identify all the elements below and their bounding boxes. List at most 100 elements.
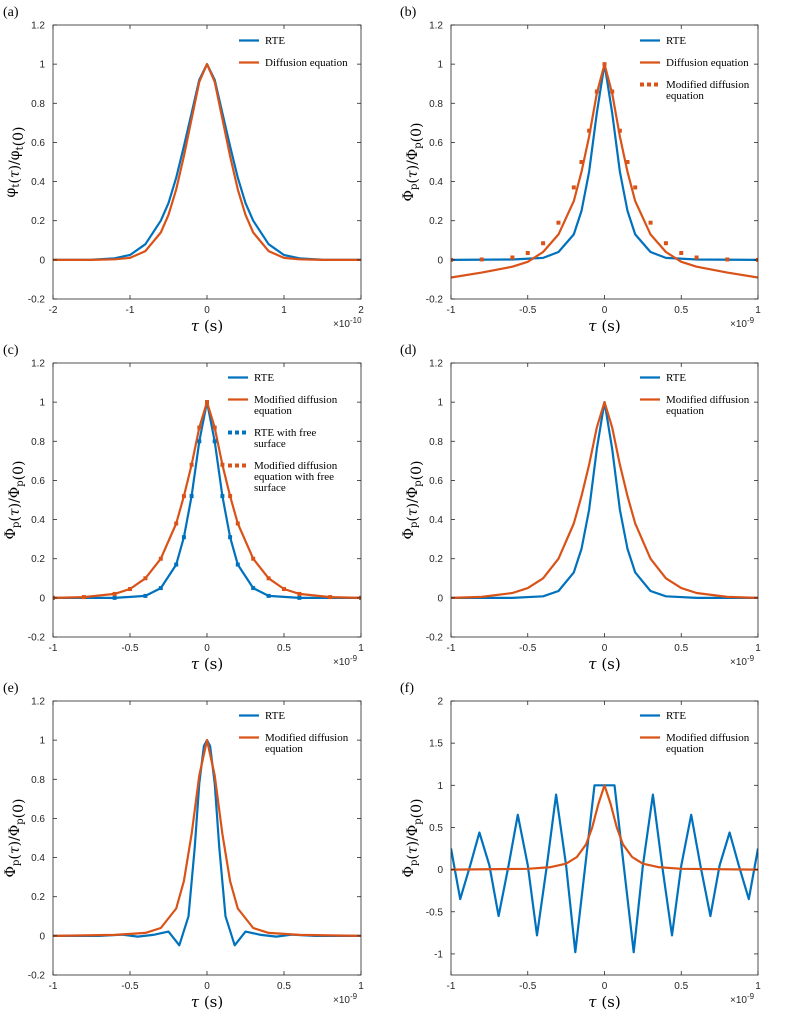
x-tick-label: 2 [358,305,364,316]
series-marker-modified-diffusion-equation-with-free-surface [158,556,163,561]
x-axis-unit: (s) [204,655,223,673]
legend-entry-label: RTE [265,35,285,47]
series-marker-rte-with-free-surface [220,494,225,499]
series-marker-rte-with-free-surface [181,535,186,540]
y-tick-label: 0.5 [429,823,443,834]
series-marker-modified-diffusion-equation [648,220,653,225]
panel-e: (e) -1 -0.5 0 0.5 1 -0.2 0 0.2 0.4 0.6 0.8 1 1.2 ×10-9… [3,681,364,1011]
y-tick-label: -0.2 [426,295,444,306]
legend-entry-label: Modified diffusion [666,732,750,744]
legend-entry-label: Modified diffusion [254,394,338,406]
y-axis-label-part: )/ [7,160,23,170]
y-tick-label: -0.2 [28,633,46,644]
x-tick-label: -2 [49,305,58,316]
x-axis-symbol: τ [191,317,204,335]
x-multiplier: ×10-9 [333,992,358,1006]
y-axis-label-part: p [409,184,420,190]
series-marker-modified-diffusion-equation [587,128,592,133]
legend-entry-label: RTE [265,710,285,722]
y-tick-label: 1 [39,736,45,747]
series-line-diffusion-equation [53,62,361,261]
y-tick-label: 0.6 [429,476,443,487]
x-axis-unit: (s) [601,655,620,673]
y-tick-label: 1 [437,398,443,409]
y-tick-label: 0.4 [429,515,443,526]
series-marker-modified-diffusion-equation-with-free-surface [251,556,256,561]
y-axis-label: Φp(τ)/Φp(0) [3,460,27,539]
y-axis-label-part: p [413,142,424,148]
y-tick-label: 0.8 [429,99,443,110]
y-tick-label: 0.4 [429,177,443,188]
x-axis-label: τ (s) [191,655,223,673]
x-multiplier: ×10-9 [333,654,358,668]
y-axis-label-part: Φ [3,866,19,877]
series-group [53,739,361,947]
legend-entry-label: RTE [666,372,686,384]
x-tick-label: 0 [602,305,608,316]
legend-entry-label: Modified diffusion [666,394,750,406]
x-tick-label: 0 [602,981,608,992]
y-tick-label: 1 [39,60,45,71]
x-multiplier-exponent: -9 [350,992,358,1001]
legend-dot-symbol [228,463,232,468]
series-line-rte [451,62,758,261]
y-tick-label: 1.2 [31,21,45,32]
series-line-rte [451,401,758,599]
series-marker-modified-diffusion-equation-with-free-surface [128,587,132,592]
legend-entry-label: equation [254,405,292,417]
legend-dot-symbol [235,430,239,435]
y-axis-label-part: p [11,860,22,866]
y-axis-label-part: ( [405,516,421,521]
panel-label: (a) [3,5,19,20]
y-tick-label: 0.2 [31,892,45,903]
x-axis-label: τ (s) [588,317,620,335]
series-marker-modified-diffusion-equation [525,251,530,256]
y-axis-label-part: p [413,480,424,486]
series-marker-rte-with-free-surface [251,586,256,591]
legend-entry-label: equation [265,743,303,755]
series-marker-modified-diffusion-equation [571,185,576,190]
series-marker-modified-diffusion-equation-with-free-surface [81,595,86,600]
panel-f: (f) -1 -0.5 0 0.5 1 -1 -0.5 0 0.5 1 1.5 2 ×10-9 τ (s) Φ… [400,681,761,1011]
y-axis-label-part: (0) [11,798,27,818]
y-tick-label: 0 [39,593,45,604]
y-tick-label: 0.6 [31,476,45,487]
series-marker-modified-diffusion-equation-with-free-surface [328,595,333,600]
series-marker-modified-diffusion-equation [610,89,615,94]
y-tick-label: 1.5 [429,739,443,750]
y-axis-label-part: ( [405,854,421,859]
series-marker-modified-diffusion-equation [510,255,515,260]
x-axis-unit: (s) [204,317,223,335]
x-tick-label: -1 [49,643,58,654]
x-tick-label: 1 [755,305,761,316]
series-marker-modified-diffusion-equation [594,89,599,94]
y-axis-label: φt(τ)/φt(0) [3,127,27,198]
series-marker-modified-diffusion-equation-with-free-surface [174,521,179,526]
y-axis-label-part: τ [405,508,421,516]
series-marker-rte-with-free-surface [112,595,117,600]
y-tick-label: 0 [39,931,45,942]
y-axis-label-part: τ [7,508,23,516]
series-marker-modified-diffusion-equation-with-free-surface [266,576,271,581]
x-tick-label: 0.5 [674,981,688,992]
x-multiplier-exponent: -9 [747,316,755,325]
x-axis-symbol: τ [588,655,601,673]
y-axis-label-part: )/Φ [7,487,23,509]
series-marker-modified-diffusion-equation [633,185,638,190]
y-tick-label: 0.8 [31,775,45,786]
x-axis-unit: (s) [601,993,620,1011]
x-axis-unit: (s) [601,317,620,335]
legend-entry-label: surface [254,482,286,494]
y-tick-label: -0.2 [28,971,46,982]
series-line-rte [53,62,361,261]
x-axis-symbol: τ [191,655,204,673]
y-axis-label-part: ( [7,854,23,859]
series-marker-modified-diffusion-equation-with-free-surface [282,587,286,592]
y-axis-label-part: p [11,522,22,528]
y-tick-label: 0.4 [31,853,45,864]
series-marker-modified-diffusion-equation-with-free-surface [212,425,217,430]
x-tick-label: -0.5 [519,305,537,316]
